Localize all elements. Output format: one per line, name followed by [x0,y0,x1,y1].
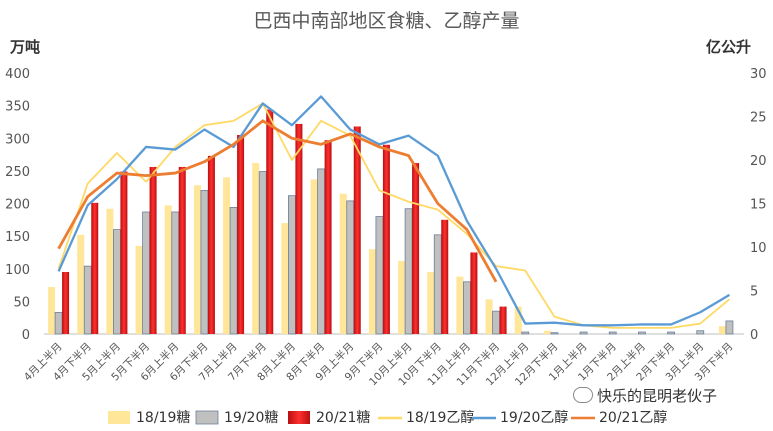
bar-20/21糖 [412,163,420,334]
watermark-text: 快乐的昆明老伙子 [597,387,718,405]
right-tick-label: 25 [750,111,767,126]
left-tick-label: 300 [5,132,30,147]
bar-18/19糖 [368,249,376,334]
bar-19/20糖 [725,320,734,335]
bar-20/21糖 [91,202,99,334]
right-tick-label: 30 [750,67,767,82]
bar-20/21糖 [382,144,390,334]
left-tick-label: 0 [22,328,30,343]
bar-18/19糖 [456,276,464,334]
legend-swatch [195,410,219,425]
bar-19/20糖 [288,195,296,335]
bar-19/20糖 [463,281,471,335]
bar-20/21糖 [470,252,478,334]
bar-19/20糖 [258,171,267,335]
bar-19/20糖 [696,330,705,335]
line-20/21乙醇 [57,119,498,283]
bar-18/19糖 [427,272,435,334]
bar-19/20糖 [550,332,559,335]
legend-label: 19/20糖 [224,410,278,426]
bar-19/20糖 [375,216,384,335]
line-18/19乙醇 [57,102,730,329]
bar-20/21糖 [149,166,157,334]
bar-20/21糖 [353,126,361,334]
left-tick-label: 350 [5,100,30,115]
left-tick-label: 100 [5,263,30,278]
watermark: 快乐的昆明老伙子 [571,385,720,406]
bar-18/19糖 [252,163,260,334]
bar-19/20糖 [638,331,646,335]
legend-swatch [108,411,130,424]
legend-swatch [288,411,310,424]
bar-19/20糖 [317,168,325,335]
bar-18/19糖 [48,287,56,334]
bar-18/19糖 [543,330,551,334]
bar-19/20糖 [142,211,150,335]
bar-20/21糖 [237,134,245,334]
left-tick-label: 400 [5,67,30,82]
bar-18/19糖 [135,245,143,334]
bar-18/19糖 [223,177,231,334]
bar-18/19糖 [281,223,289,334]
bar-20/21糖 [324,140,332,334]
bar-18/19糖 [193,185,201,334]
bar-20/21糖 [62,272,70,334]
bar-18/19糖 [718,326,726,334]
bar-19/20糖 [492,310,500,335]
left-tick-label: 50 [13,295,30,310]
bar-18/19糖 [310,179,318,334]
left-axis-unit: 万吨 [10,38,41,56]
bar-19/20糖 [113,229,121,335]
bar-20/21糖 [499,306,507,334]
bar-18/19糖 [106,208,114,334]
wechat-icon [573,387,593,403]
bar-18/19糖 [77,234,85,334]
bar-20/21糖 [441,219,449,334]
bar-20/21糖 [266,109,274,334]
legend-label: 18/19乙醇 [406,409,474,426]
legend-label: 19/20乙醇 [500,409,568,426]
bar-18/19糖 [339,193,347,334]
legend-label: 20/21乙醇 [599,409,667,426]
bar-19/20糖 [229,207,238,335]
left-tick-label: 250 [5,165,30,180]
bar-19/20糖 [433,234,442,335]
bar-19/20糖 [608,331,617,335]
bar-18/19糖 [485,299,493,334]
left-tick-label: 150 [5,230,30,245]
chart-title: 巴西中南部地区食糖、乙醇产量 [253,10,520,32]
legend-label: 18/19糖 [136,410,190,426]
right-tick-label: 0 [750,328,758,343]
left-tick-label: 200 [5,198,30,213]
bar-19/20糖 [83,265,92,335]
legend-label: 20/21糖 [316,410,370,426]
line-19/20乙醇 [57,95,731,327]
right-tick-label: 15 [750,198,767,213]
bar-18/19糖 [164,205,172,334]
bar-20/21糖 [295,123,303,335]
right-tick-label: 20 [750,154,767,169]
bar-19/20糖 [521,331,530,335]
right-axis-unit: 亿公升 [706,38,752,56]
bar-19/20糖 [171,211,180,335]
bar-19/20糖 [200,190,209,335]
bar-19/20糖 [54,312,63,335]
bar-19/20糖 [667,331,675,335]
bar-20/21糖 [178,166,186,334]
bar-20/21糖 [120,171,128,334]
right-tick-label: 5 [750,285,758,300]
bar-19/20糖 [346,200,355,335]
bar-18/19糖 [514,306,522,334]
bar-19/20糖 [404,208,413,335]
bar-20/21糖 [207,155,215,334]
right-tick-label: 10 [750,241,767,256]
bar-19/20糖 [579,331,588,335]
bar-18/19糖 [398,260,406,334]
